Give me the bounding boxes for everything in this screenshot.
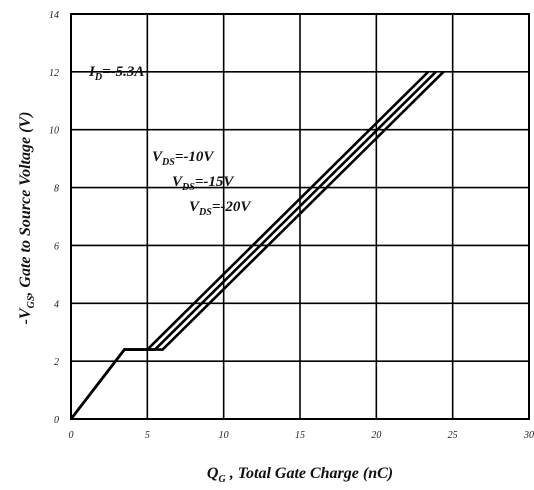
annotation-id: ID=-5.3A	[88, 64, 144, 83]
y-tick-label: 10	[49, 126, 59, 137]
x-tick-label: 15	[295, 430, 305, 441]
annotation-vds-10: VDS=-10V	[152, 149, 215, 168]
x-tick-labels: 0 5 10 15 20 25 30	[69, 430, 534, 441]
y-tick-label: 14	[49, 10, 59, 21]
y-tick-label: 0	[54, 415, 59, 426]
y-tick-label: 12	[49, 68, 59, 79]
x-tick-label: 20	[371, 430, 381, 441]
x-axis-label: QG , Total Gate Charge (nC)	[207, 465, 393, 485]
x-tick-label: 0	[69, 430, 74, 441]
y-axis-label: -VGS, Gate to Source Voltage (V)	[17, 112, 37, 325]
series-line-3	[69, 70, 445, 420]
y-tick-labels: 0 2 4 6 8 10 12 14	[49, 10, 59, 426]
y-tick-label: 4	[54, 299, 59, 310]
y-tick-label: 8	[54, 184, 59, 195]
annotation-vds-20: VDS=-20V	[189, 199, 252, 218]
annotation-vds-15: VDS=-15V	[172, 174, 235, 193]
x-tick-label: 25	[448, 430, 458, 441]
plot-frame	[70, 13, 530, 420]
grid-lines	[71, 14, 529, 419]
x-tick-label: 30	[523, 430, 534, 441]
y-tick-label: 6	[54, 241, 59, 252]
y-tick-label: 2	[54, 357, 59, 368]
x-tick-label: 10	[219, 430, 229, 441]
x-tick-label: 5	[145, 430, 150, 441]
series-lines	[69, 70, 445, 420]
